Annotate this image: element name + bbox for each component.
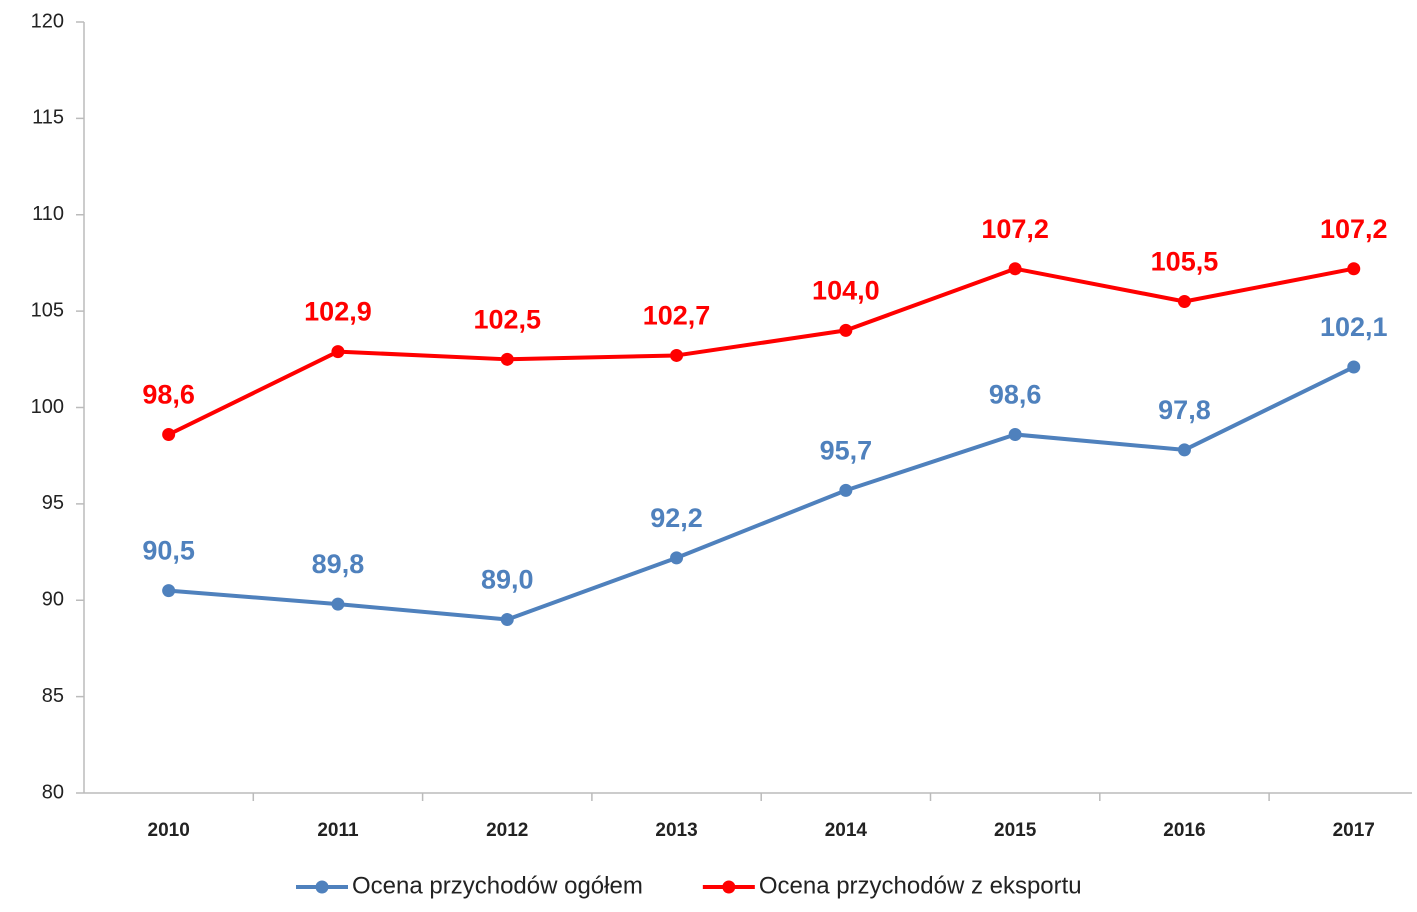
y-tick-label: 90: [42, 589, 64, 611]
data-point: [839, 483, 853, 497]
data-label: 107,2: [981, 214, 1049, 244]
data-label: 107,2: [1320, 214, 1388, 244]
data-label: 97,8: [1158, 395, 1211, 425]
y-tick-label: 120: [31, 10, 64, 32]
y-tick-label: 95: [42, 492, 64, 514]
x-tick-label: 2012: [486, 820, 528, 841]
data-label: 102,7: [643, 301, 711, 331]
data-point: [500, 352, 514, 366]
data-label: 102,5: [473, 304, 541, 334]
data-label: 89,0: [481, 565, 534, 595]
y-tick-label: 115: [32, 107, 64, 129]
series-line: [168, 365, 1355, 622]
data-point: [1008, 427, 1022, 441]
data-label: 98,6: [142, 380, 195, 410]
data-point: [1177, 294, 1191, 308]
data-label: 92,2: [650, 503, 703, 533]
data-point: [1347, 360, 1361, 374]
data-label: 102,9: [304, 297, 372, 327]
data-point: [1347, 262, 1361, 276]
data-point: [1008, 262, 1022, 276]
y-tick-label: 110: [32, 203, 64, 225]
x-tick-label: 2011: [317, 820, 359, 841]
data-label: 98,6: [989, 380, 1042, 410]
data-label: 105,5: [1151, 247, 1219, 277]
data-label: 90,5: [142, 536, 195, 566]
y-tick-label: 85: [42, 685, 64, 707]
data-point: [331, 597, 345, 611]
data-point: [1177, 443, 1191, 457]
data-point: [670, 348, 684, 362]
data-point: [500, 613, 514, 627]
x-tick-label: 2010: [148, 820, 190, 841]
data-point: [162, 584, 176, 598]
y-tick-label: 80: [42, 781, 64, 803]
data-point: [162, 427, 176, 441]
data-point: [670, 551, 684, 565]
data-label: 95,7: [820, 436, 873, 466]
data-point: [839, 323, 853, 337]
legend-marker: [315, 880, 329, 894]
data-label: 104,0: [812, 276, 880, 306]
legend-marker: [722, 880, 736, 894]
y-tick-label: 105: [31, 299, 64, 321]
x-tick-label: 2014: [825, 820, 868, 841]
x-tick-label: 2013: [655, 820, 697, 841]
legend-label: Ocena przychodów ogółem: [352, 872, 643, 899]
legend-label: Ocena przychodów z eksportu: [759, 872, 1082, 899]
series-line: [167, 266, 1355, 437]
x-tick-label: 2015: [994, 820, 1037, 841]
data-label: 102,1: [1320, 312, 1388, 342]
x-tick-label: 2016: [1163, 820, 1205, 841]
data-label: 89,8: [312, 549, 365, 579]
data-point: [331, 345, 345, 359]
x-tick-label: 2017: [1333, 820, 1375, 841]
y-tick-label: 100: [31, 396, 64, 418]
